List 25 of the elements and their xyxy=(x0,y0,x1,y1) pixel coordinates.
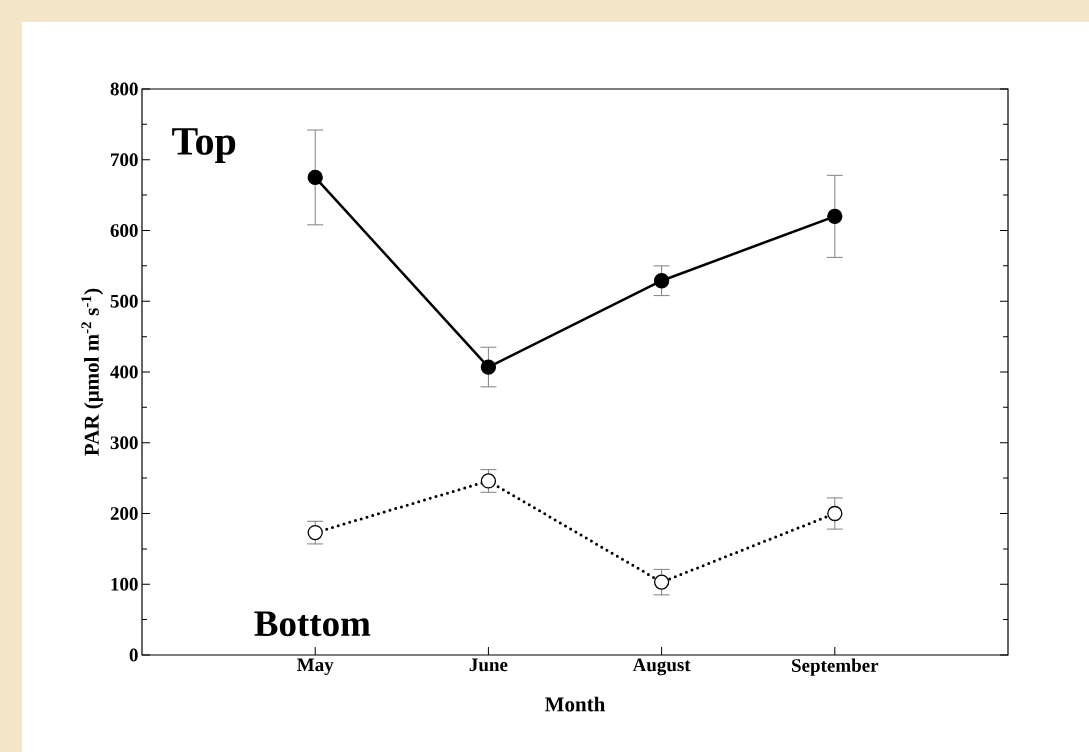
y-tick-label: 400 xyxy=(110,365,138,379)
point xyxy=(827,208,843,224)
y-tick-label: 0 xyxy=(129,648,138,662)
y-axis-title: PAR (μmol m$^{-2}$ s$^{-1}$) xyxy=(81,288,104,456)
x-tick-label: August xyxy=(632,658,691,676)
y-tick-label: 300 xyxy=(110,436,138,450)
annotation: Top xyxy=(172,128,236,163)
y-tick-label: 600 xyxy=(110,224,138,237)
point xyxy=(480,359,497,375)
point xyxy=(827,505,843,522)
point xyxy=(653,273,670,289)
y-tick-label: 700 xyxy=(111,153,138,167)
point xyxy=(307,524,323,541)
x-axis-title: Month xyxy=(545,696,606,712)
x-tick-label: September xyxy=(792,658,879,676)
y-tick-label: 800 xyxy=(110,82,138,96)
point xyxy=(307,169,323,186)
point xyxy=(480,473,497,489)
y-tick-label: 100 xyxy=(111,577,138,591)
x-tick-label: May xyxy=(297,658,334,676)
y-tick-label: 200 xyxy=(110,507,138,520)
x-tick-label: June xyxy=(469,658,508,672)
point xyxy=(653,574,670,590)
annotation: Bottom xyxy=(254,611,371,637)
y-tick-label: 500 xyxy=(110,294,138,308)
